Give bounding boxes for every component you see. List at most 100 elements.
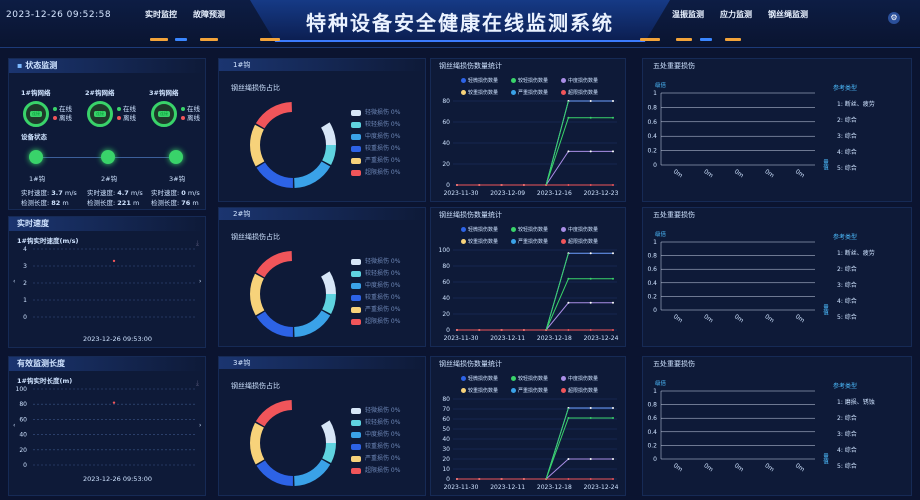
y-tick: 1 — [653, 90, 657, 97]
data-point — [112, 401, 116, 404]
y-tick: 60 — [442, 279, 450, 286]
network-gauge-3: 连接 — [151, 101, 177, 127]
series-point — [589, 100, 592, 102]
length-reading-2: 检测长度: 221 m — [87, 199, 140, 207]
top-damage-title: 五处重要损伤 — [653, 62, 695, 70]
ref-item: 5: 综合 — [837, 463, 857, 470]
legend-item: 超限损伤 0% — [351, 465, 400, 474]
series-line — [457, 150, 613, 186]
series-point — [500, 329, 503, 331]
online-legend-3: 在线 — [181, 103, 200, 113]
series-point — [567, 150, 570, 153]
legend-swatch — [351, 467, 361, 474]
y-tick: 20 — [19, 447, 27, 454]
x-tick: 0m — [702, 168, 714, 179]
hook-state-3 — [169, 150, 183, 164]
legend-swatch — [351, 419, 361, 426]
top-damage-panel: 五处重要损伤 级倍 1 0.8 0.6 0.4 0.2 0 0m 0m 0m 0m 0m 量值 参考类型 1:… — [642, 58, 912, 202]
legend-item: 中度损伤 0% — [351, 131, 400, 140]
y-tick: 0 — [446, 327, 450, 334]
x-tick: 0m — [672, 313, 684, 324]
series-legend-label: 较轻损伤数量 — [518, 78, 549, 84]
hook-tab-3[interactable]: 3#钩 — [219, 357, 425, 369]
y-tick: 0 — [653, 307, 657, 314]
damage-count-panel: 钢丝绳损伤数量统计 轻微损伤数量 较轻损伤数量 中度损伤数量 较重损伤数量 严重损伤数量 超… — [430, 207, 626, 347]
hook-tab-1[interactable]: 1#钩 — [219, 59, 425, 71]
nav-fault-predict[interactable]: 故障预测 — [193, 10, 225, 19]
legend-item: 轻微损伤 0% — [351, 405, 400, 414]
series-point — [612, 184, 614, 186]
series-point — [612, 100, 614, 102]
series-legend-item: 严重损伤数量 — [511, 387, 548, 394]
unit-label: 级倍 — [655, 232, 667, 238]
length-chart-time: 2023-12-26 09:53:00 — [83, 475, 153, 483]
series-line — [457, 417, 613, 480]
legend-swatch — [351, 455, 361, 462]
speed-chart-subtitle: 1#钩实时速度(m/s) — [17, 237, 79, 245]
chevron-right-icon[interactable]: › — [199, 278, 201, 285]
length-chart: 100 80 60 40 20 0 › ‹ — [13, 386, 201, 469]
chevron-right-icon[interactable]: › — [199, 422, 201, 429]
damage-pie-panel: 1#钩 钢丝绳损伤占比 轻微损伤 0% 较轻损伤 0% 中度损伤 0% 较重损伤 0% 严重… — [218, 58, 426, 202]
y-tick: 80 — [442, 98, 450, 105]
legend-swatch — [351, 431, 361, 438]
download-icon[interactable]: ⤓ — [195, 239, 199, 247]
damage-count-panel: 钢丝绳损伤数量统计 轻微损伤数量 较轻损伤数量 中度损伤数量 较重损伤数量 严重损伤数量 超… — [430, 58, 626, 202]
series-point — [456, 329, 458, 331]
series-legend-label: 超限损伤数量 — [568, 388, 599, 394]
hook-tab-2[interactable]: 2#钩 — [219, 208, 425, 220]
y-tick: 1 — [23, 297, 27, 304]
deco-bar — [175, 38, 187, 41]
x-tick: 2023-12-24 — [584, 335, 619, 342]
ref-item: 2: 综合 — [837, 117, 857, 124]
side-label: 量值 — [822, 304, 828, 315]
download-icon[interactable]: ⤓ — [195, 379, 199, 387]
nav-realtime[interactable]: 实时监控 — [145, 10, 177, 19]
series-legend-label: 较轻损伤数量 — [518, 376, 549, 382]
pie-slice — [250, 102, 336, 188]
x-tick: 0m — [672, 462, 684, 473]
nav-stress[interactable]: 应力监测 — [720, 10, 752, 19]
nav-wire-rope[interactable]: 钢丝绳监测 — [768, 10, 808, 19]
series-point — [589, 150, 592, 153]
y-tick: 70 — [442, 406, 450, 413]
y-tick: 0.4 — [647, 280, 657, 287]
series-point — [612, 417, 614, 419]
series-line — [457, 302, 613, 331]
device-state-label: 设备状态 — [21, 133, 47, 141]
chevron-left-icon[interactable]: ‹ — [13, 278, 15, 285]
series-point — [589, 478, 592, 480]
legend-swatch — [351, 294, 361, 301]
series-legend-label: 较重损伤数量 — [468, 388, 499, 394]
series-legend-label: 严重损伤数量 — [518, 388, 549, 394]
gear-icon[interactable]: ⚙ — [888, 12, 900, 24]
x-tick: 2023-12-23 — [584, 190, 619, 197]
legend-item: 超限损伤 0% — [351, 167, 400, 176]
side-label: 量值 — [822, 453, 828, 464]
legend-label: 中度损伤 0% — [365, 133, 401, 140]
y-tick: 100 — [439, 247, 451, 254]
legend-swatch — [351, 169, 361, 176]
ref-item: 4: 综合 — [837, 149, 857, 156]
y-tick: 0.8 — [647, 402, 657, 409]
donut-chart — [250, 251, 336, 337]
y-tick: 0 — [653, 456, 657, 463]
series-point — [567, 458, 570, 460]
y-tick: 1 — [653, 388, 657, 395]
series-legend-label: 中度损伤数量 — [568, 376, 599, 382]
pie-slice — [250, 400, 336, 486]
page-title: 特种设备安全健康在线监测系统 — [306, 11, 614, 35]
length-panel: 有效监测长度 1#钩实时长度(m) 100 80 60 40 20 0 › ‹ 2023-12… — [8, 356, 206, 496]
pie-title: 钢丝绳损伤占比 — [231, 382, 280, 390]
ref-item: 4: 综合 — [837, 447, 857, 454]
series-line — [457, 407, 613, 480]
series-point — [612, 407, 614, 409]
length-reading-1: 检测长度: 82 m — [21, 199, 69, 207]
nav-temp-vibration[interactable]: 温振监测 — [672, 10, 704, 19]
series-point — [612, 116, 614, 119]
legend-swatch — [351, 443, 361, 450]
chevron-left-icon[interactable]: ‹ — [13, 422, 15, 429]
